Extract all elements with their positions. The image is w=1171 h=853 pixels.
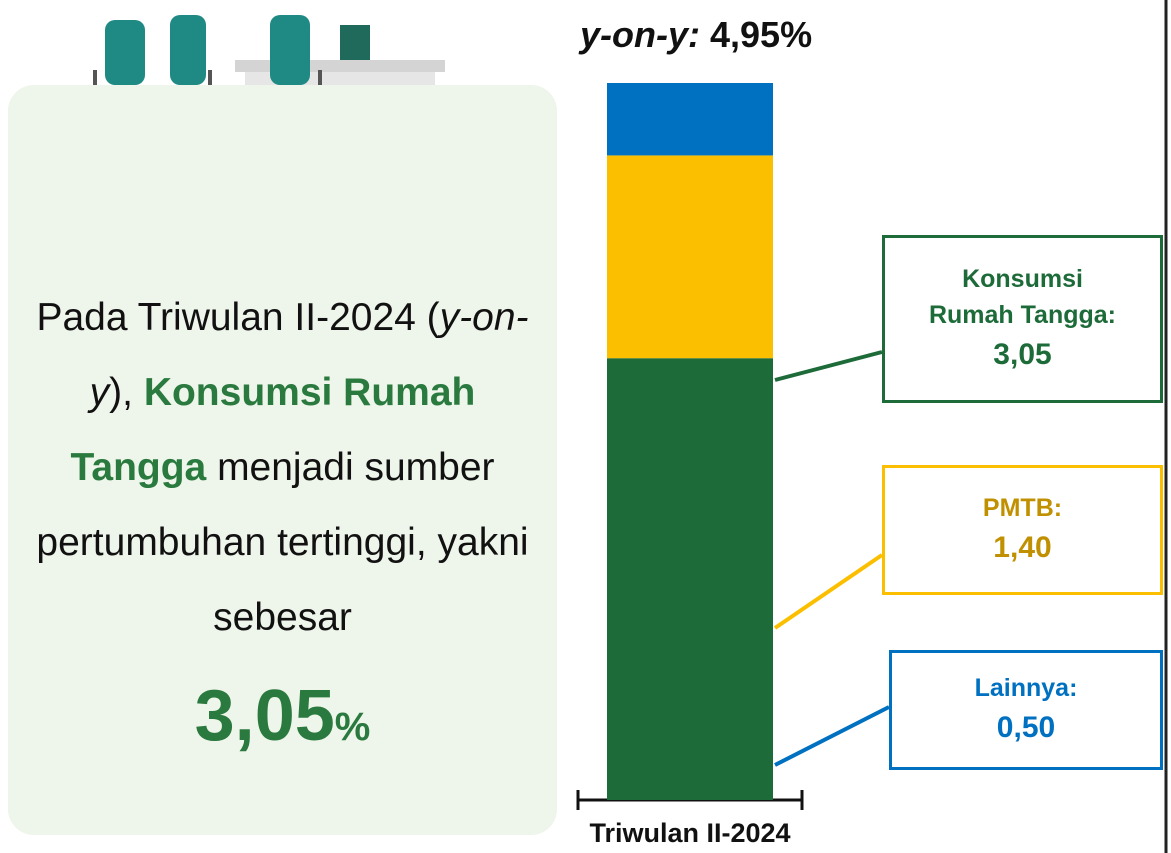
highlight: Konsumsi Rumah Tangga xyxy=(70,371,476,489)
leader-line xyxy=(774,350,883,382)
bar-segment xyxy=(607,155,773,359)
label-box: PMTB: 1,40 xyxy=(882,465,1163,595)
figure-value: 3,05 xyxy=(194,676,335,756)
figure: 3,05% xyxy=(8,675,557,757)
label-box: Konsumsi Rumah Tangga: 3,05 xyxy=(882,235,1163,403)
x-tick-label: Triwulan II-2024 xyxy=(589,818,790,848)
data-label: 0,50 xyxy=(996,711,1056,744)
data-label: 3,05 xyxy=(993,338,1052,371)
bar-segment xyxy=(607,83,773,156)
legend-label: PMTB: xyxy=(982,494,1063,522)
figure-unit: % xyxy=(334,705,371,749)
leader-line xyxy=(774,705,890,767)
text: Pada Triwulan II-2024 ( xyxy=(36,296,440,339)
legend-label: Lainnya: xyxy=(974,674,1078,702)
title-value: 4,95% xyxy=(710,14,813,55)
text: y-on-y xyxy=(89,296,529,414)
text: menjadi sumber pertumbuhan tertinggi, ya… xyxy=(36,446,529,639)
text: ), xyxy=(109,371,144,414)
label-box: Lainnya: 0,50 xyxy=(889,650,1163,770)
chart-title: y-on-y: 4,95% xyxy=(580,14,812,56)
title-label: y-on-y: xyxy=(580,14,700,55)
paragraph: Pada Triwulan II-2024 (y-on-y), Konsumsi… xyxy=(28,280,537,655)
leader-line xyxy=(773,553,884,630)
data-label: 1,40 xyxy=(993,531,1052,564)
text-panel: Pada Triwulan II-2024 (y-on-y), Konsumsi… xyxy=(8,85,557,835)
legend-label: Konsumsi Rumah Tangga: xyxy=(928,265,1117,329)
bar-segment xyxy=(607,358,773,800)
